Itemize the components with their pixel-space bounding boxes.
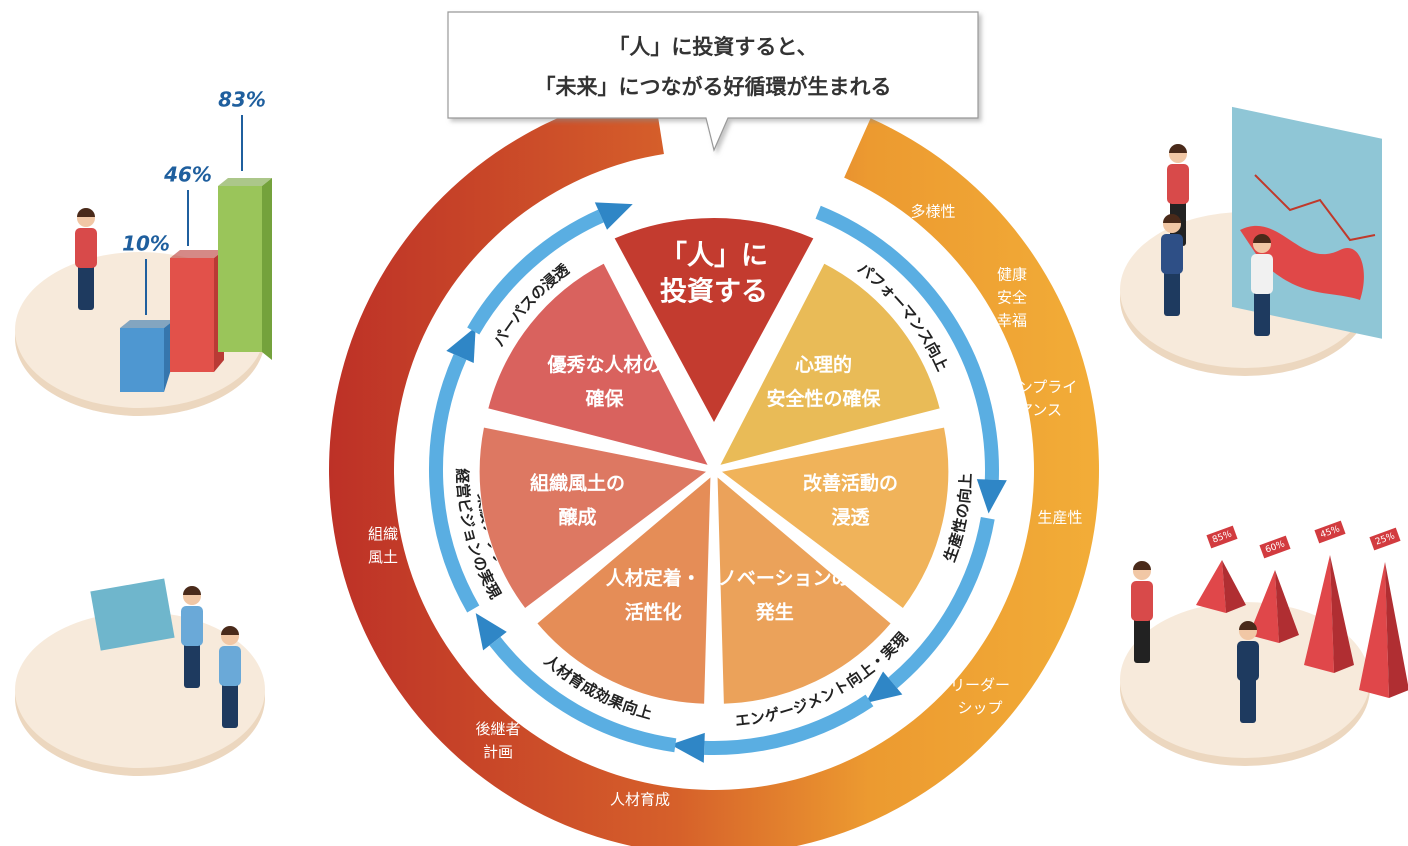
person-body	[75, 228, 97, 268]
ring-label: コンプライ	[1003, 378, 1078, 396]
pyramid-side	[1385, 562, 1408, 698]
board	[90, 579, 174, 651]
bar-front	[120, 328, 164, 392]
wedge-label: 浸透	[831, 507, 870, 529]
center-label: 「人」に	[660, 240, 768, 272]
ring-label: 計画	[483, 743, 513, 761]
person-body	[1167, 164, 1189, 204]
pyramid-side	[1222, 560, 1246, 613]
wedge-label: 発生	[755, 601, 794, 624]
bar-chart-label: 83%	[218, 88, 266, 112]
ring-label: 人材育成	[610, 791, 670, 809]
person-body	[1251, 254, 1273, 294]
outer-ring	[329, 90, 1099, 846]
wedge-label: 確保	[586, 387, 625, 410]
ring-label: シップ	[957, 699, 1002, 717]
ring-label: 幸福	[997, 312, 1027, 330]
person-legs	[1254, 288, 1270, 336]
ring-label: 安全	[997, 289, 1027, 307]
person-legs	[1240, 675, 1256, 723]
person-legs	[1134, 615, 1150, 663]
person-legs	[1164, 268, 1180, 316]
pyramid-side	[1275, 570, 1299, 643]
bar-front	[170, 258, 214, 372]
cycle-arrow-head	[977, 479, 1007, 513]
person-legs	[184, 640, 200, 688]
person-hair	[1133, 561, 1151, 570]
ring-label: 風土	[368, 548, 398, 566]
pyramid-side	[1330, 555, 1354, 673]
diagram: 10%46%83%85%60%45%25%多様性健康安全幸福コンプライアンス生産…	[0, 0, 1408, 846]
wedge-label: イノベーションの	[699, 568, 851, 590]
wedge-label: 優秀な人材の	[547, 353, 662, 376]
ring-label: 多様性	[910, 203, 955, 221]
person-body	[219, 646, 241, 686]
ring-label: アンス	[1018, 401, 1062, 419]
wedge-label: 人材定着・	[606, 567, 701, 590]
ring-label: 健康	[997, 266, 1027, 284]
bar-chart-label: 46%	[163, 163, 212, 187]
ring-label: 生産性	[1037, 509, 1082, 527]
person-legs	[222, 680, 238, 728]
bar-side	[262, 178, 272, 360]
center-label: 投資する	[660, 277, 768, 308]
person-hair	[77, 208, 95, 217]
bar-chart-label: 10%	[122, 232, 170, 256]
wedge-label: 醸成	[559, 506, 597, 529]
wedge-label: 改善活動の	[803, 472, 898, 495]
ring-label: 後継者	[475, 720, 520, 738]
person-body	[1237, 641, 1259, 681]
wedge-label: 組織風土の	[530, 472, 625, 495]
wedge-label: 活性化	[625, 601, 682, 624]
person-body	[1161, 234, 1183, 274]
person-body	[1131, 581, 1153, 621]
wedge-label: 安全性の確保	[766, 387, 881, 410]
bar-front	[218, 186, 262, 352]
pyramid	[1196, 560, 1226, 613]
person-legs	[78, 262, 94, 310]
person-hair	[221, 626, 239, 635]
person-body	[181, 606, 203, 646]
ring-label: リーダー	[950, 676, 1010, 694]
ring-label: 組織	[368, 525, 398, 543]
callout-text: 「未来」につながる好循環が生まれる	[535, 75, 892, 99]
person-hair	[183, 586, 201, 595]
callout-text: 「人」に投資すると、	[608, 35, 817, 59]
wedge-label: 心理的	[795, 353, 852, 376]
person-hair	[1169, 144, 1187, 153]
cycle-arrow-head	[671, 733, 705, 763]
pyramid	[1359, 562, 1389, 698]
